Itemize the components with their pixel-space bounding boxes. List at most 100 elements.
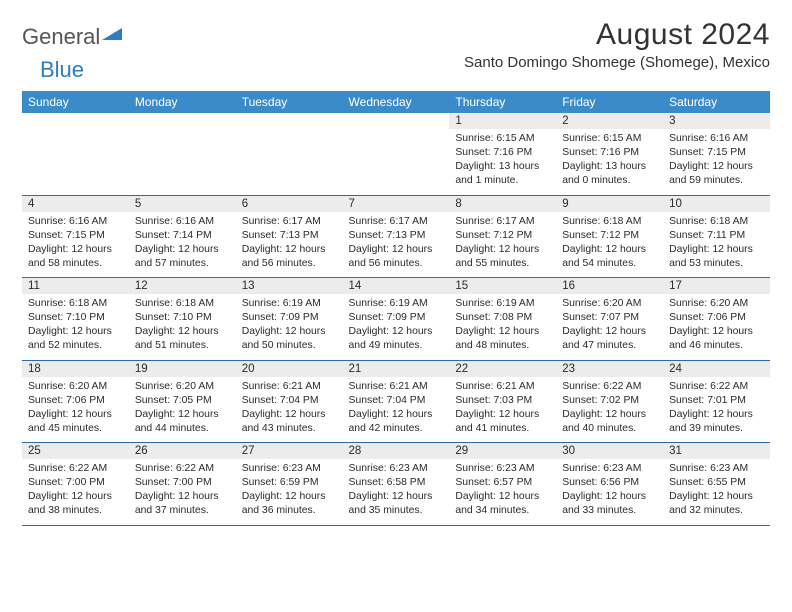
sunrise-label: Sunrise: — [669, 463, 710, 474]
sunset-label: Sunset: — [242, 230, 280, 241]
sunset-label: Sunset: — [455, 395, 493, 406]
sunset-value: 7:03 PM — [494, 395, 533, 406]
sunrise-label: Sunrise: — [669, 133, 710, 144]
day-cell: Sunrise: 6:16 AMSunset: 7:14 PMDaylight:… — [129, 212, 236, 278]
sunset-label: Sunset: — [349, 477, 387, 488]
sunset-value: 6:57 PM — [494, 477, 533, 488]
sunrise-value: 6:22 AM — [710, 381, 748, 392]
sunset-label: Sunset: — [349, 230, 387, 241]
sunset-label: Sunset: — [135, 477, 173, 488]
sunset-value: 6:58 PM — [387, 477, 426, 488]
daylight-label: Daylight: — [562, 244, 605, 255]
sunrise-label: Sunrise: — [28, 298, 69, 309]
sunrise-value: 6:19 AM — [390, 298, 428, 309]
day-number: 24 — [663, 360, 770, 377]
sunset-value: 7:13 PM — [280, 230, 319, 241]
daylight-label: Daylight: — [562, 491, 605, 502]
sunrise-value: 6:19 AM — [496, 298, 534, 309]
day-number: 7 — [343, 195, 450, 212]
sunset-label: Sunset: — [135, 395, 173, 406]
week-daynum-row: 11121314151617 — [22, 278, 770, 295]
sunrise-label: Sunrise: — [242, 298, 283, 309]
sunset-value: 7:06 PM — [66, 395, 105, 406]
daylight-label: Daylight: — [135, 244, 178, 255]
day-cell: Sunrise: 6:18 AMSunset: 7:10 PMDaylight:… — [22, 294, 129, 360]
day-cell — [236, 129, 343, 195]
day-cell: Sunrise: 6:17 AMSunset: 7:13 PMDaylight:… — [236, 212, 343, 278]
day-cell: Sunrise: 6:22 AMSunset: 7:02 PMDaylight:… — [556, 377, 663, 443]
sunset-label: Sunset: — [28, 312, 66, 323]
daylight-label: Daylight: — [242, 244, 285, 255]
sunset-label: Sunset: — [455, 477, 493, 488]
daylight-label: Daylight: — [135, 409, 178, 420]
sunrise-value: 6:17 AM — [283, 216, 321, 227]
sunset-value: 7:11 PM — [707, 230, 745, 241]
sunset-value: 7:15 PM — [707, 147, 746, 158]
sunrise-value: 6:15 AM — [496, 133, 534, 144]
daylight-label: Daylight: — [669, 491, 712, 502]
day-cell: Sunrise: 6:15 AMSunset: 7:16 PMDaylight:… — [449, 129, 556, 195]
sunset-value: 7:09 PM — [280, 312, 319, 323]
sunrise-label: Sunrise: — [349, 298, 390, 309]
day-number: 26 — [129, 443, 236, 460]
daylight-label: Daylight: — [455, 326, 498, 337]
sunrise-label: Sunrise: — [562, 381, 603, 392]
sunrise-value: 6:21 AM — [496, 381, 534, 392]
day-cell: Sunrise: 6:18 AMSunset: 7:10 PMDaylight:… — [129, 294, 236, 360]
sunset-label: Sunset: — [242, 395, 280, 406]
sunrise-value: 6:18 AM — [69, 298, 107, 309]
sunset-value: 7:14 PM — [173, 230, 212, 241]
sunset-value: 7:01 PM — [707, 395, 746, 406]
sunset-value: 7:02 PM — [600, 395, 639, 406]
sunset-value: 7:10 PM — [173, 312, 212, 323]
daylight-label: Daylight: — [28, 491, 71, 502]
day-number: 3 — [663, 113, 770, 129]
day-number: 20 — [236, 360, 343, 377]
sunset-label: Sunset: — [562, 312, 600, 323]
day-cell: Sunrise: 6:19 AMSunset: 7:08 PMDaylight:… — [449, 294, 556, 360]
daylight-label: Daylight: — [242, 326, 285, 337]
dow-saturday: Saturday — [663, 91, 770, 113]
sunset-label: Sunset: — [455, 147, 493, 158]
daylight-label: Daylight: — [455, 244, 498, 255]
sunset-label: Sunset: — [135, 230, 173, 241]
sunrise-value: 6:20 AM — [176, 381, 214, 392]
day-number: 14 — [343, 278, 450, 295]
day-number: 22 — [449, 360, 556, 377]
week-details-row: Sunrise: 6:20 AMSunset: 7:06 PMDaylight:… — [22, 377, 770, 443]
sunrise-value: 6:23 AM — [603, 463, 641, 474]
sunset-value: 7:00 PM — [66, 477, 105, 488]
week-details-row: Sunrise: 6:15 AMSunset: 7:16 PMDaylight:… — [22, 129, 770, 195]
sunset-value: 7:10 PM — [66, 312, 105, 323]
day-number: 5 — [129, 195, 236, 212]
sunrise-label: Sunrise: — [349, 381, 390, 392]
sunset-value: 7:13 PM — [387, 230, 426, 241]
dow-thursday: Thursday — [449, 91, 556, 113]
sunrise-value: 6:18 AM — [176, 298, 214, 309]
day-cell: Sunrise: 6:23 AMSunset: 6:55 PMDaylight:… — [663, 459, 770, 525]
day-number: 23 — [556, 360, 663, 377]
week-details-row: Sunrise: 6:16 AMSunset: 7:15 PMDaylight:… — [22, 212, 770, 278]
sunrise-value: 6:23 AM — [283, 463, 321, 474]
day-cell: Sunrise: 6:23 AMSunset: 6:58 PMDaylight:… — [343, 459, 450, 525]
calendar-page: General August 2024 Santo Domingo Shomeg… — [0, 0, 792, 544]
day-cell — [343, 129, 450, 195]
dow-tuesday: Tuesday — [236, 91, 343, 113]
sunset-label: Sunset: — [349, 395, 387, 406]
sunrise-label: Sunrise: — [455, 298, 496, 309]
sunrise-label: Sunrise: — [28, 381, 69, 392]
sunset-label: Sunset: — [242, 477, 280, 488]
brand-triangle-icon — [102, 22, 122, 48]
day-cell: Sunrise: 6:15 AMSunset: 7:16 PMDaylight:… — [556, 129, 663, 195]
daylight-label: Daylight: — [349, 244, 392, 255]
sunrise-label: Sunrise: — [669, 298, 710, 309]
day-cell: Sunrise: 6:18 AMSunset: 7:12 PMDaylight:… — [556, 212, 663, 278]
sunrise-value: 6:23 AM — [496, 463, 534, 474]
day-cell: Sunrise: 6:16 AMSunset: 7:15 PMDaylight:… — [22, 212, 129, 278]
daylight-label: Daylight: — [669, 244, 712, 255]
week-daynum-row: 45678910 — [22, 195, 770, 212]
daylight-label: Daylight: — [28, 409, 71, 420]
sunrise-label: Sunrise: — [562, 298, 603, 309]
week-daynum-row: 25262728293031 — [22, 443, 770, 460]
page-subtitle: Santo Domingo Shomege (Shomege), Mexico — [464, 54, 770, 71]
